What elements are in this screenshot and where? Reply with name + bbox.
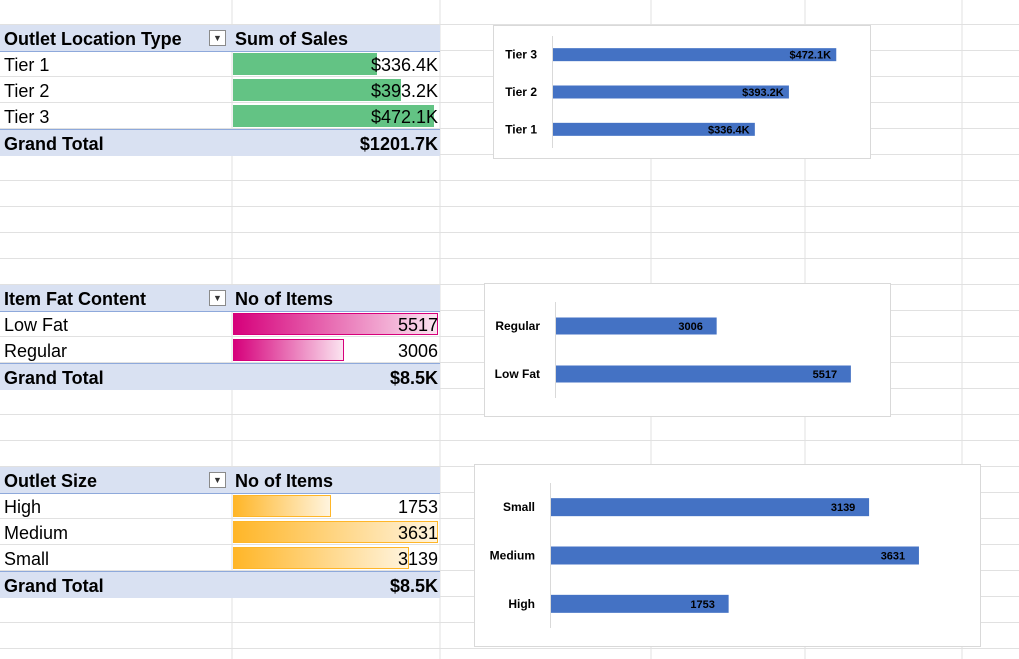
row-field-label: Item Fat Content [4, 289, 146, 309]
pivot-grand-total-row[interactable]: Grand Total $1201.7K [0, 129, 440, 156]
chart-bar[interactable] [556, 365, 851, 383]
pivot-row-tier-1[interactable]: Tier 1 $336.4K [0, 51, 440, 77]
pivot-header-row: Item Fat Content ▼ No of Items [0, 285, 440, 312]
chart-bar[interactable] [551, 594, 729, 613]
data-bar [233, 313, 438, 335]
row-label: Small [4, 549, 50, 569]
row-field-label: Outlet Size [4, 471, 98, 491]
filter-dropdown-button[interactable]: ▼ [209, 30, 226, 46]
filter-dropdown-button[interactable]: ▼ [209, 472, 226, 488]
chart-svg: Regular 3006 Low Fat 5517 [495, 302, 851, 398]
row-value: 3006 [397, 341, 438, 361]
row-label: Tier 1 [4, 55, 50, 75]
chart-bar[interactable] [556, 317, 717, 335]
value-field-label: No of Items [235, 289, 334, 309]
chart-bar[interactable] [553, 122, 755, 136]
data-label: 3006 [678, 321, 702, 333]
row-value: $336.4K [370, 55, 438, 75]
data-bar [233, 79, 401, 101]
category-tick-label: Small [503, 500, 535, 514]
chart-svg: Tier 3 $472.1K Tier 2 $393.2K Tier 1 $336.4K [505, 36, 837, 148]
row-label: Tier 3 [4, 107, 50, 127]
row-value: 1753 [397, 497, 438, 517]
chart-svg: Small 3139 Medium 3631 High 1753 [490, 483, 919, 628]
row-field-label: Outlet Location Type [4, 29, 182, 49]
category-tick-label: Tier 2 [505, 85, 537, 99]
pivot-grand-total-row[interactable]: Grand Total $8.5K [0, 571, 440, 598]
pivot-row-regular[interactable]: Regular 3006 [0, 337, 440, 363]
data-bar [233, 495, 331, 517]
category-tick-label: Tier 3 [505, 48, 537, 62]
chart-bar[interactable] [553, 48, 837, 62]
row-label: Regular [4, 341, 68, 361]
chart-items-by-outlet-size[interactable]: Small 3139 Medium 3631 High 1753 [474, 464, 981, 647]
chart-bar[interactable] [551, 546, 919, 565]
category-tick-label: Tier 1 [505, 122, 537, 136]
pivot-row-small[interactable]: Small 3139 [0, 545, 440, 571]
chart-bar[interactable] [551, 498, 870, 517]
grand-total-value: $8.5K [389, 576, 438, 596]
data-bar [233, 53, 377, 75]
data-label: $472.1K [789, 50, 831, 62]
chart-bar[interactable] [553, 85, 789, 99]
grand-total-label: Grand Total [4, 134, 104, 154]
value-field-label: Sum of Sales [235, 29, 349, 49]
category-tick-label: Medium [490, 549, 535, 563]
value-field-label: No of Items [235, 471, 334, 491]
data-label: $393.2K [742, 87, 784, 99]
row-label: Low Fat [4, 315, 69, 335]
pivot-header-row: Outlet Location Type ▼ Sum of Sales [0, 25, 440, 52]
filter-dropdown-button[interactable]: ▼ [209, 290, 226, 306]
data-label: $336.4K [708, 124, 750, 136]
pivot-header-row: Outlet Size ▼ No of Items [0, 467, 440, 494]
data-bar [233, 547, 409, 569]
data-bar [233, 105, 434, 127]
pivot-row-tier-3[interactable]: Tier 3 $472.1K [0, 103, 440, 129]
grand-total-value: $1201.7K [359, 134, 438, 154]
data-label: 3139 [831, 502, 855, 514]
row-label: Medium [4, 523, 69, 543]
category-tick-label: High [508, 597, 535, 611]
pivot-row-high[interactable]: High 1753 [0, 493, 440, 519]
grand-total-label: Grand Total [4, 368, 104, 388]
pivot-grand-total-row[interactable]: Grand Total $8.5K [0, 363, 440, 390]
category-tick-label: Regular [495, 319, 540, 333]
data-bar [233, 339, 344, 361]
row-value: $393.2K [370, 81, 438, 101]
pivot-row-low-fat[interactable]: Low Fat 5517 [0, 311, 440, 337]
chart-sales-by-tier[interactable]: Tier 3 $472.1K Tier 2 $393.2K Tier 1 $336.4K [493, 25, 871, 159]
row-value: 5517 [397, 315, 438, 335]
grand-total-label: Grand Total [4, 576, 104, 596]
row-value: $472.1K [370, 107, 438, 127]
data-label: 1753 [690, 599, 714, 611]
row-label: High [4, 497, 42, 517]
pivot-row-medium[interactable]: Medium 3631 [0, 519, 440, 545]
row-value: 3631 [397, 523, 438, 543]
row-value: 3139 [397, 549, 438, 569]
data-label: 3631 [881, 551, 905, 563]
grand-total-value: $8.5K [389, 368, 438, 388]
data-bar [233, 521, 438, 543]
row-label: Tier 2 [4, 81, 50, 101]
chart-items-by-fat-content[interactable]: Regular 3006 Low Fat 5517 [484, 283, 891, 417]
pivot-row-tier-2[interactable]: Tier 2 $393.2K [0, 77, 440, 103]
category-tick-label: Low Fat [495, 367, 540, 381]
data-label: 5517 [813, 369, 837, 381]
